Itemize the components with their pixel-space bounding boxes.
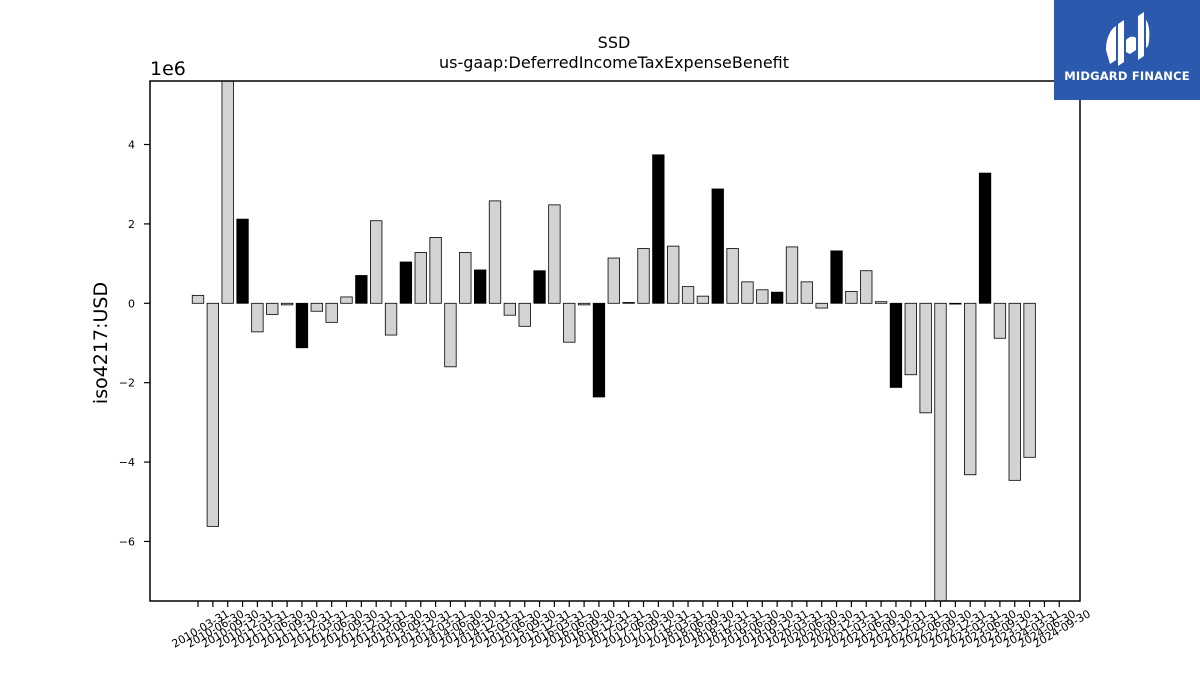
- bar: [741, 281, 754, 304]
- midgard-logo-icon: [1106, 12, 1150, 66]
- bar: [518, 302, 531, 327]
- bar: [251, 302, 264, 333]
- bar-series: [191, 80, 1036, 602]
- bar: [280, 302, 294, 306]
- bar: [355, 275, 368, 304]
- bar: [206, 302, 220, 527]
- bar: [488, 200, 502, 304]
- bar: [577, 302, 591, 306]
- bar: [889, 302, 903, 388]
- bar: [310, 302, 323, 312]
- x-axis-ticks: 2010-03-312010-06-302010-09-302010-12-31…: [170, 601, 1093, 651]
- bar: [845, 290, 858, 304]
- bar: [949, 302, 962, 305]
- bar: [771, 291, 784, 304]
- bar: [444, 302, 457, 368]
- chart-subtitle: us-gaap:DeferredIncomeTaxExpenseBenefit: [439, 53, 789, 72]
- y-axis-ticks: −6 −4 −2 0 2 4: [119, 139, 150, 548]
- midgard-finance-logo: MIDGARD FINANCE: [1054, 0, 1200, 100]
- bar: [696, 295, 710, 304]
- bar: [548, 204, 561, 304]
- bar: [756, 289, 769, 304]
- bar: [978, 172, 992, 304]
- bar: [191, 294, 205, 304]
- bar: [533, 270, 546, 304]
- bar: [370, 220, 383, 304]
- bar: [1008, 302, 1021, 481]
- bar: [429, 236, 442, 304]
- bar: [667, 245, 680, 304]
- bar: [340, 296, 353, 304]
- bar: [592, 302, 606, 398]
- bar: [800, 281, 813, 304]
- bar: [622, 302, 635, 304]
- chart-title: SSD: [598, 33, 631, 52]
- brand-name: MIDGARD FINANCE: [1064, 69, 1190, 83]
- bar: [637, 248, 650, 304]
- bar: [607, 257, 620, 304]
- y-axis-label: iso4217:USD: [90, 282, 112, 404]
- plot-frame: [149, 80, 1081, 602]
- bar: [681, 286, 695, 304]
- bar: [904, 302, 917, 376]
- bar: [711, 188, 724, 304]
- y-tick-label: 0: [128, 297, 135, 310]
- bar: [399, 261, 413, 304]
- y-tick-label: 2: [128, 218, 135, 231]
- bar: [830, 250, 843, 304]
- y-offset-label: 1e6: [150, 58, 186, 80]
- y-tick-label: 4: [128, 139, 135, 152]
- y-tick-label: −6: [119, 535, 135, 548]
- y-tick-label: −2: [119, 377, 135, 390]
- bar: [221, 80, 234, 304]
- bar: [919, 302, 932, 414]
- bar: [1023, 302, 1036, 458]
- bar: [459, 252, 472, 304]
- bar: [473, 269, 487, 304]
- bar: [266, 302, 279, 315]
- bar: [726, 248, 739, 304]
- bar: [934, 302, 947, 602]
- bar: [503, 302, 517, 316]
- bar: [815, 302, 828, 309]
- bar: [325, 302, 338, 323]
- bar: [414, 252, 427, 304]
- bar: [874, 301, 888, 304]
- bar: [652, 154, 665, 304]
- bar: [785, 246, 799, 304]
- bar: [236, 218, 249, 304]
- bar: [295, 302, 309, 349]
- bar: [563, 302, 576, 343]
- bar: [860, 270, 873, 304]
- bar: [964, 302, 977, 476]
- bar: [384, 302, 398, 336]
- y-tick-label: −4: [119, 456, 135, 469]
- bar: [993, 302, 1007, 339]
